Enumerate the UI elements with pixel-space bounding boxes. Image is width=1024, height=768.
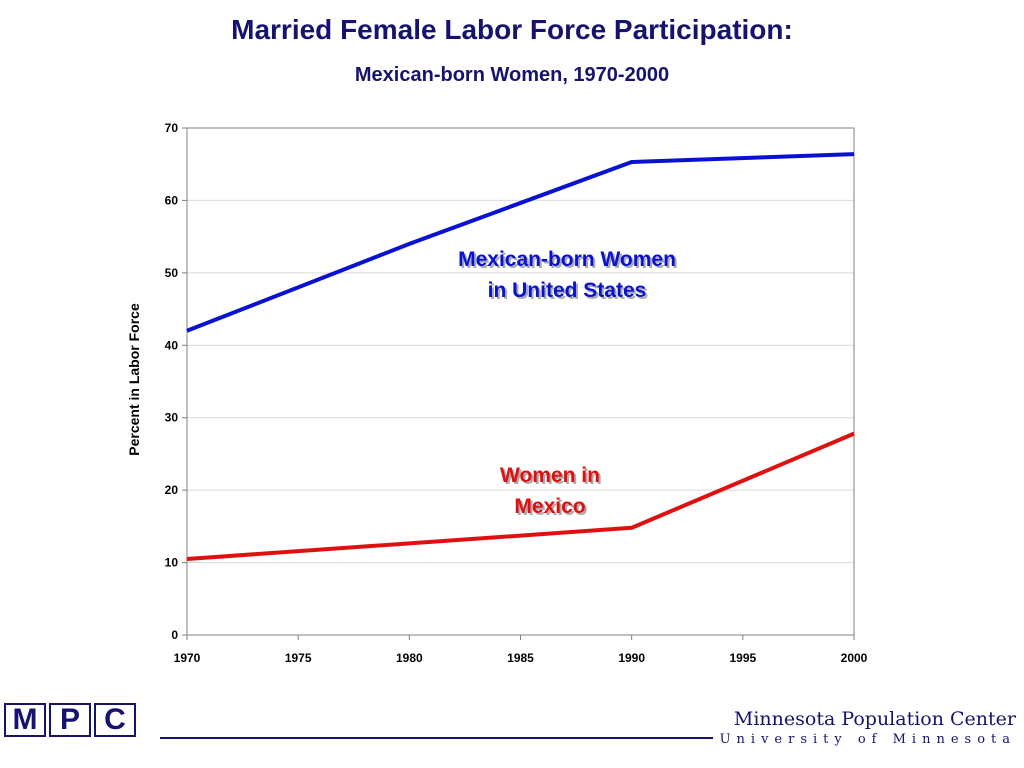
x-tick-label: 1970 xyxy=(174,651,201,665)
y-axis-title: Percent in Labor Force xyxy=(126,303,142,456)
gridlines xyxy=(187,199,854,564)
organization-name: Minnesota Population Center xyxy=(733,708,1016,730)
series-label-shadow: Mexican-born Women xyxy=(460,250,678,273)
mpc-logo: M P C xyxy=(4,703,136,737)
logo-letter-m: M xyxy=(4,703,46,737)
x-tick-label: 1980 xyxy=(396,651,423,665)
y-tick-label: 20 xyxy=(165,483,179,497)
x-tick-label: 1985 xyxy=(507,651,534,665)
y-tick-label: 50 xyxy=(165,266,179,280)
chart-title: Married Female Labor Force Participation… xyxy=(231,14,793,45)
x-tick-label: 2000 xyxy=(841,651,868,665)
y-tick-label: 30 xyxy=(165,411,179,425)
y-tick-label: 40 xyxy=(165,338,179,352)
y-tick-label: 60 xyxy=(165,193,179,207)
series-label-shadow: Mexico xyxy=(516,497,587,520)
y-tick-label: 10 xyxy=(165,556,179,570)
series-lines xyxy=(186,152,855,561)
series-label-shadow: Women in xyxy=(502,466,602,489)
series-label-1-line-1: Mexico xyxy=(514,495,585,518)
footer-divider xyxy=(160,737,713,739)
x-tick-label: 1995 xyxy=(729,651,756,665)
axis-ticks: 0 10 20 30 40 50 60 70 1970 1975 1980 1985 1990 1995 2… xyxy=(165,121,868,665)
series-label-0-line-1: in United States xyxy=(488,279,647,302)
line-chart: 0 10 20 30 40 50 60 70 1970 1975 1980 1985 1990 1995 2… xyxy=(126,121,868,665)
y-tick-label: 70 xyxy=(165,121,179,135)
logo-letter-c: C xyxy=(94,703,136,737)
organization-subtitle: University of Minnesota xyxy=(719,732,1016,747)
x-tick-label: 1975 xyxy=(285,651,312,665)
logo-letter-p: P xyxy=(49,703,91,737)
series-line-0 xyxy=(186,152,855,333)
y-tick-label: 0 xyxy=(171,628,178,642)
x-tick-label: 1990 xyxy=(618,651,645,665)
series-line-1 xyxy=(186,431,855,561)
series-label-shadow: in United States xyxy=(490,281,649,304)
series-label-1-line-0: Women in xyxy=(500,464,600,487)
chart-subtitle: Mexican-born Women, 1970-2000 xyxy=(354,64,670,86)
series-label-0-line-0: Mexican-born Women xyxy=(458,248,676,271)
